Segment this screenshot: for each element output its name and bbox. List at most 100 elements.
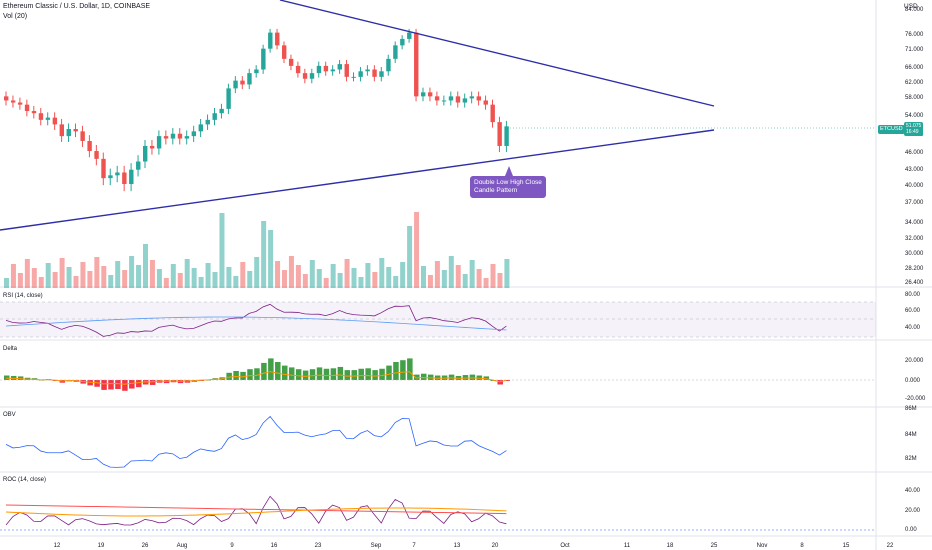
volume-bar — [24, 259, 30, 288]
candle-body — [448, 96, 454, 101]
candle-body — [379, 71, 384, 77]
volume-bar — [17, 273, 23, 288]
price-tick-label: 62.000 — [905, 80, 924, 86]
candle-body — [497, 122, 502, 146]
delta-bar — [240, 371, 246, 380]
candle-body — [226, 88, 231, 109]
time-tick-label: 8 — [800, 543, 804, 549]
symbol-title: Ethereum Classic / U.S. Dollar, 1D, COIN… — [3, 3, 151, 10]
volume-bar — [365, 263, 371, 288]
candle-body — [198, 124, 203, 132]
candle-body — [87, 140, 92, 152]
price-tick-label: 30.000 — [905, 251, 924, 257]
volume-bar — [240, 262, 246, 288]
delta-bar — [379, 368, 385, 380]
delta-bar — [483, 376, 490, 380]
volume-bar — [115, 261, 121, 288]
candle-body — [462, 98, 468, 103]
last-price-value: 51.075 — [906, 123, 922, 129]
price-tick-label: 71.000 — [905, 47, 924, 53]
candle-body — [233, 80, 238, 89]
volume-bar — [330, 264, 336, 288]
roc-pane-label: ROC (14, close) — [3, 477, 47, 483]
volume-bar — [170, 264, 176, 288]
lower-trendline — [0, 129, 715, 231]
price-tick-label: 43.000 — [905, 167, 924, 173]
delta-bar — [414, 374, 420, 380]
volume-bar — [233, 276, 239, 288]
candle-body — [219, 108, 224, 114]
candle-body — [400, 38, 405, 46]
delta-bar — [393, 362, 399, 380]
candle-body — [365, 69, 370, 72]
delta-bar — [421, 373, 427, 380]
delta-bar — [129, 380, 135, 389]
candle-body — [156, 136, 162, 149]
volume-bar — [10, 264, 16, 288]
candle-body — [295, 65, 301, 74]
volume-bar — [136, 265, 142, 288]
volume-bar — [149, 260, 155, 288]
time-tick-label: 12 — [54, 543, 61, 549]
delta-bar — [448, 374, 455, 380]
delta-bar — [268, 358, 274, 380]
candle-body — [288, 58, 294, 66]
candle-body — [407, 32, 412, 39]
candle-body — [414, 32, 419, 97]
volume-bar — [302, 274, 308, 288]
candle-body — [358, 71, 363, 77]
volume-bar — [122, 270, 128, 288]
volume-bar — [87, 271, 93, 288]
candle-body — [149, 145, 155, 149]
volume-bar — [212, 272, 218, 288]
delta-bar — [344, 370, 351, 380]
volume-bar — [31, 268, 37, 288]
volume-bar — [219, 213, 225, 288]
roc-tick-label: 20.00 — [905, 508, 921, 514]
time-tick-label: 26 — [142, 543, 149, 549]
delta-bar — [149, 380, 156, 385]
candle-body — [129, 169, 134, 184]
delta-bar — [254, 368, 260, 380]
candle-body — [483, 100, 488, 105]
rsi-tick-label: 60.00 — [905, 308, 921, 314]
candle-body — [24, 104, 30, 112]
volume-bar — [275, 261, 281, 288]
pattern-callout[interactable]: Double Low High Close Candle Pattern — [470, 176, 546, 198]
delta-bar — [476, 375, 483, 380]
volume-bar — [372, 272, 378, 288]
candle-body — [80, 131, 85, 141]
price-tick-label: 28.200 — [905, 266, 924, 272]
price-tick-label: 37.000 — [905, 200, 924, 206]
candle-body — [108, 175, 113, 179]
rsi-pane-label: RSI (14, close) — [3, 293, 43, 299]
obv-tick-label: 84M — [905, 432, 917, 438]
price-tick-label: 54.000 — [905, 113, 924, 119]
volume-bar — [52, 272, 58, 288]
candle-body — [469, 96, 475, 99]
volume-bar — [261, 221, 267, 288]
candle-body — [490, 104, 495, 123]
time-tick-label: 18 — [667, 543, 674, 549]
time-tick-label: 11 — [624, 543, 631, 549]
candle-body — [254, 69, 259, 74]
time-tick-label: 25 — [711, 543, 718, 549]
vol-label: Vol (20) — [3, 13, 28, 20]
delta-bar — [233, 371, 239, 380]
delta-tick-label: 0.000 — [905, 378, 921, 384]
candle-body — [170, 133, 176, 139]
delta-bar — [351, 370, 357, 380]
volume-bar — [205, 263, 211, 288]
volume-bar — [80, 262, 86, 288]
callout-arrow — [505, 166, 513, 176]
candle-body — [351, 76, 356, 78]
volume-bar — [45, 263, 51, 288]
volume-bar — [434, 261, 440, 288]
delta-bar — [330, 368, 337, 380]
delta-bar — [400, 360, 406, 380]
volume-bar — [247, 271, 253, 288]
candle-body — [17, 102, 23, 105]
time-tick-label: 20 — [492, 543, 499, 549]
delta-bar — [275, 362, 281, 380]
